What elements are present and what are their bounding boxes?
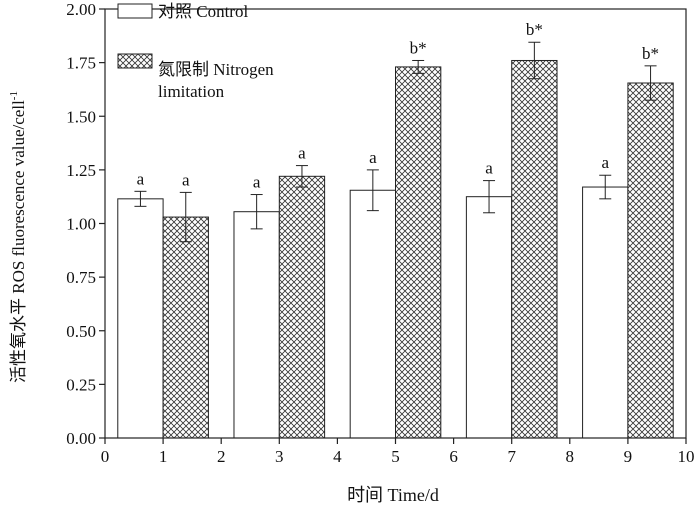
bar-control [582, 186, 629, 439]
significance-label-nitrogen: b* [410, 38, 427, 57]
significance-label-control: a [485, 159, 493, 178]
significance-label-nitrogen: a [182, 170, 190, 189]
x-tick-label: 9 [624, 447, 633, 466]
x-tick-label: 5 [391, 447, 400, 466]
x-tick-label: 0 [101, 447, 110, 466]
y-tick-label: 1.50 [66, 107, 96, 126]
y-axis-title-main: 活性氧水平 ROS fluorescence value/cell [9, 100, 28, 383]
bar-nitrogen [511, 59, 558, 439]
significance-label-control: a [369, 148, 377, 167]
y-tick-label: 0.75 [66, 268, 96, 287]
bar-control [233, 211, 280, 439]
bar-nitrogen [162, 216, 209, 439]
legend-label-nitrogen-line2: limitation [158, 82, 225, 101]
bar-nitrogen [627, 82, 674, 439]
significance-label-control: a [253, 173, 261, 192]
legend-label-control: 对照 Control [158, 2, 248, 21]
bar-control [465, 196, 513, 439]
x-tick-label: 7 [507, 447, 516, 466]
y-tick-label: 0.50 [66, 322, 96, 341]
x-tick-label: 4 [333, 447, 342, 466]
x-tick-label: 10 [678, 447, 695, 466]
significance-label-nitrogen: b* [642, 44, 659, 63]
legend-swatch-control [117, 3, 153, 19]
y-tick-label: 1.75 [66, 54, 96, 73]
y-tick-label: 0.25 [66, 375, 96, 394]
bar-nitrogen [395, 66, 442, 439]
y-axis-title-sup: -1 [8, 91, 20, 100]
y-tick-label: 1.25 [66, 161, 96, 180]
bar-control [349, 189, 397, 439]
legend-swatch-nitrogen [117, 53, 153, 69]
x-tick-label: 6 [449, 447, 458, 466]
bar-nitrogen [278, 175, 326, 439]
y-tick-label: 1.00 [66, 215, 96, 234]
significance-label-nitrogen: b* [526, 20, 543, 39]
x-tick-label: 1 [159, 447, 168, 466]
legend-label-nitrogen-line1: 氮限制 Nitrogen [158, 60, 274, 79]
y-tick-label: 2.00 [66, 0, 96, 19]
significance-label-control: a [601, 153, 609, 172]
y-tick-label: 0.00 [66, 429, 96, 448]
x-tick-label: 2 [217, 447, 226, 466]
legend-label-nitrogen: 氮限制 Nitrogen limitation [158, 60, 278, 101]
x-tick-label: 3 [275, 447, 284, 466]
bar-control [117, 198, 164, 439]
x-tick-label: 8 [566, 447, 575, 466]
significance-label-control: a [137, 169, 145, 188]
significance-label-nitrogen: a [298, 144, 306, 163]
y-axis-title: 活性氧水平 ROS fluorescence value/cell-1 [8, 91, 28, 383]
x-axis-title: 时间 Time/d [347, 485, 439, 505]
